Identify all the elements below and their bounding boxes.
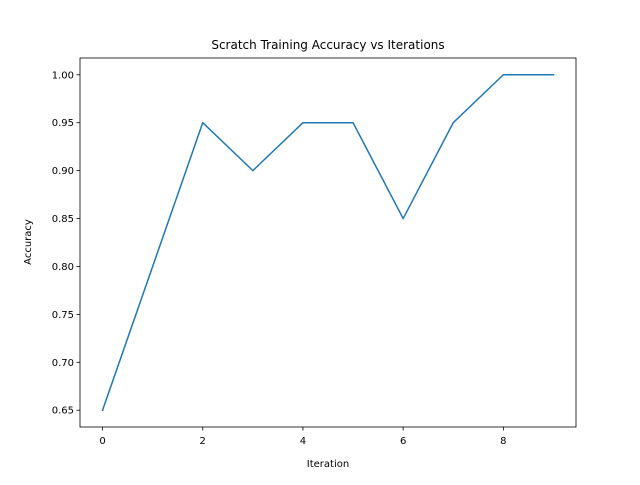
y-tick-label: 0.80 xyxy=(52,262,74,273)
data-point xyxy=(452,121,454,124)
data-point xyxy=(302,121,304,124)
data-point xyxy=(151,265,154,268)
y-tick-label: 0.90 xyxy=(52,166,74,177)
data-point xyxy=(552,74,555,76)
x-tick-label: 6 xyxy=(400,436,406,447)
data-point xyxy=(402,217,404,220)
y-tick-label: 0.65 xyxy=(52,406,74,417)
data-point xyxy=(502,74,505,76)
y-tick-label: 0.85 xyxy=(52,214,74,225)
x-tick-label: 8 xyxy=(500,436,506,447)
x-tick-label: 4 xyxy=(300,436,306,447)
series-line-0 xyxy=(101,74,555,412)
y-tick-label: 1.00 xyxy=(52,70,74,81)
data-point xyxy=(202,121,204,124)
x-tick-label: 2 xyxy=(200,436,206,447)
data-point xyxy=(101,409,104,411)
data-point xyxy=(252,169,254,172)
axes-frame xyxy=(79,57,577,428)
plot-area: 0 2 4 6 8 0.65 0.70 0.75 0.80 0.85 0.90 0.95 1.00 xyxy=(52,57,577,447)
data-point xyxy=(352,121,354,124)
x-tick-label: 0 xyxy=(99,436,105,447)
y-tick-label: 0.75 xyxy=(52,310,74,321)
y-tick-label: 0.70 xyxy=(52,358,74,369)
x-axis-label: Iteration xyxy=(307,459,349,470)
y-tick-label: 0.95 xyxy=(52,118,74,129)
chart-title: Scratch Training Accuracy vs Iterations xyxy=(211,38,444,52)
y-axis-label: Accuracy xyxy=(23,219,34,265)
